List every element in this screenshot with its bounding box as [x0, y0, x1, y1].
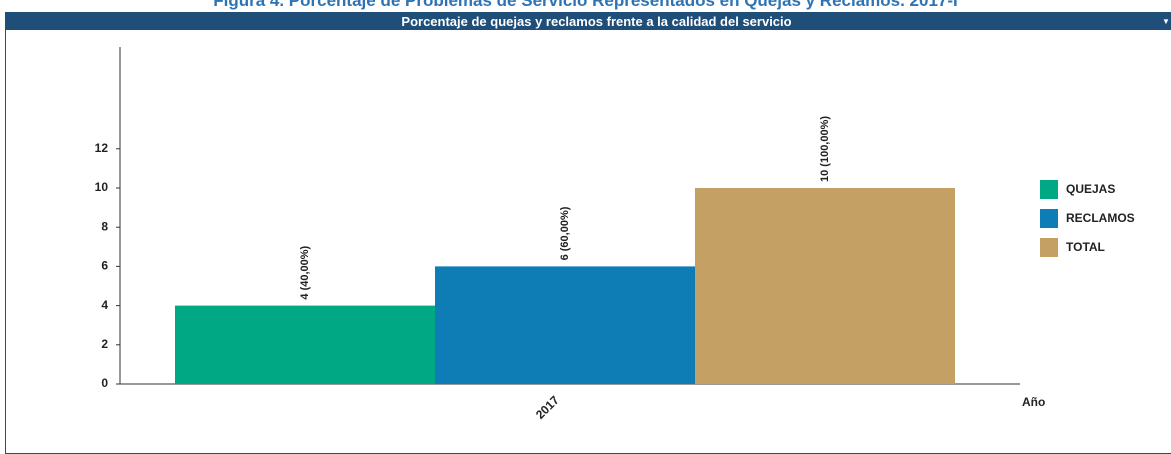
y-tick-label: 4 [101, 298, 108, 312]
legend-swatch [1040, 209, 1058, 228]
bar-data-label: 6 (60,00%) [559, 206, 571, 260]
chart-title: Porcentaje de quejas y reclamos frente a… [6, 13, 1171, 30]
y-tick-label: 12 [95, 141, 109, 155]
bar-chart: 0 2 4 6 8 10 12 4 (40,00%) 6 (60,00%) 10 (100,00… [95, 47, 1045, 422]
legend-label: RECLAMOS [1066, 211, 1135, 225]
bar-quejas [175, 305, 435, 384]
legend-label: TOTAL [1066, 240, 1105, 254]
y-tick-label: 0 [101, 376, 108, 390]
bar-total [695, 188, 955, 384]
legend-label: QUEJAS [1066, 182, 1116, 196]
legend-swatch [1040, 180, 1058, 199]
y-tick-label: 8 [101, 219, 108, 233]
x-category-label: 2017 [533, 393, 562, 422]
bar-data-label: 10 (100,00%) [819, 116, 831, 182]
y-tick-label: 10 [95, 180, 109, 194]
figure-caption: Figura 4. Porcentaje de Problemas de Ser… [213, 0, 958, 10]
y-tick-label: 6 [101, 259, 108, 273]
legend-swatch [1040, 238, 1058, 257]
x-axis-title: Año [1022, 395, 1045, 409]
y-tick-label: 2 [101, 337, 108, 351]
bar-data-label: 4 (40,00%) [299, 245, 311, 299]
collapse-icon[interactable]: ▼ [1162, 17, 1170, 26]
bar-reclamos [435, 266, 695, 384]
